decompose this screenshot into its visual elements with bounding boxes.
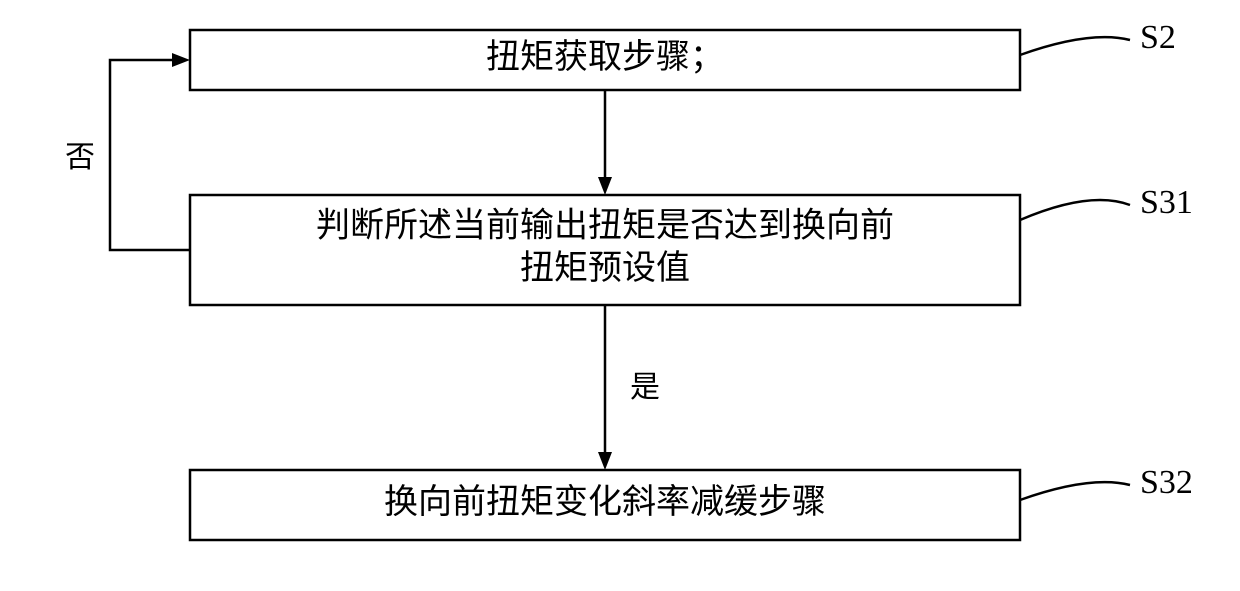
step-label-s32: S32	[1140, 464, 1193, 501]
edge-label-s31_to_s32: 是	[630, 371, 660, 404]
box-text-s32-line0: 换向前扭矩变化斜率减缓步骤	[384, 483, 826, 521]
step-label-s2: S2	[1140, 19, 1176, 56]
edge-label-s31-to-s2-no: 否	[65, 141, 95, 174]
box-text-s31-line1: 扭矩预设值	[520, 249, 690, 287]
step-label-s31: S31	[1140, 184, 1193, 221]
box-text-s2-line0: 扭矩获取步骤；	[486, 38, 724, 76]
box-text-s31-line0: 判断所述当前输出扭矩是否达到换向前	[316, 207, 894, 245]
